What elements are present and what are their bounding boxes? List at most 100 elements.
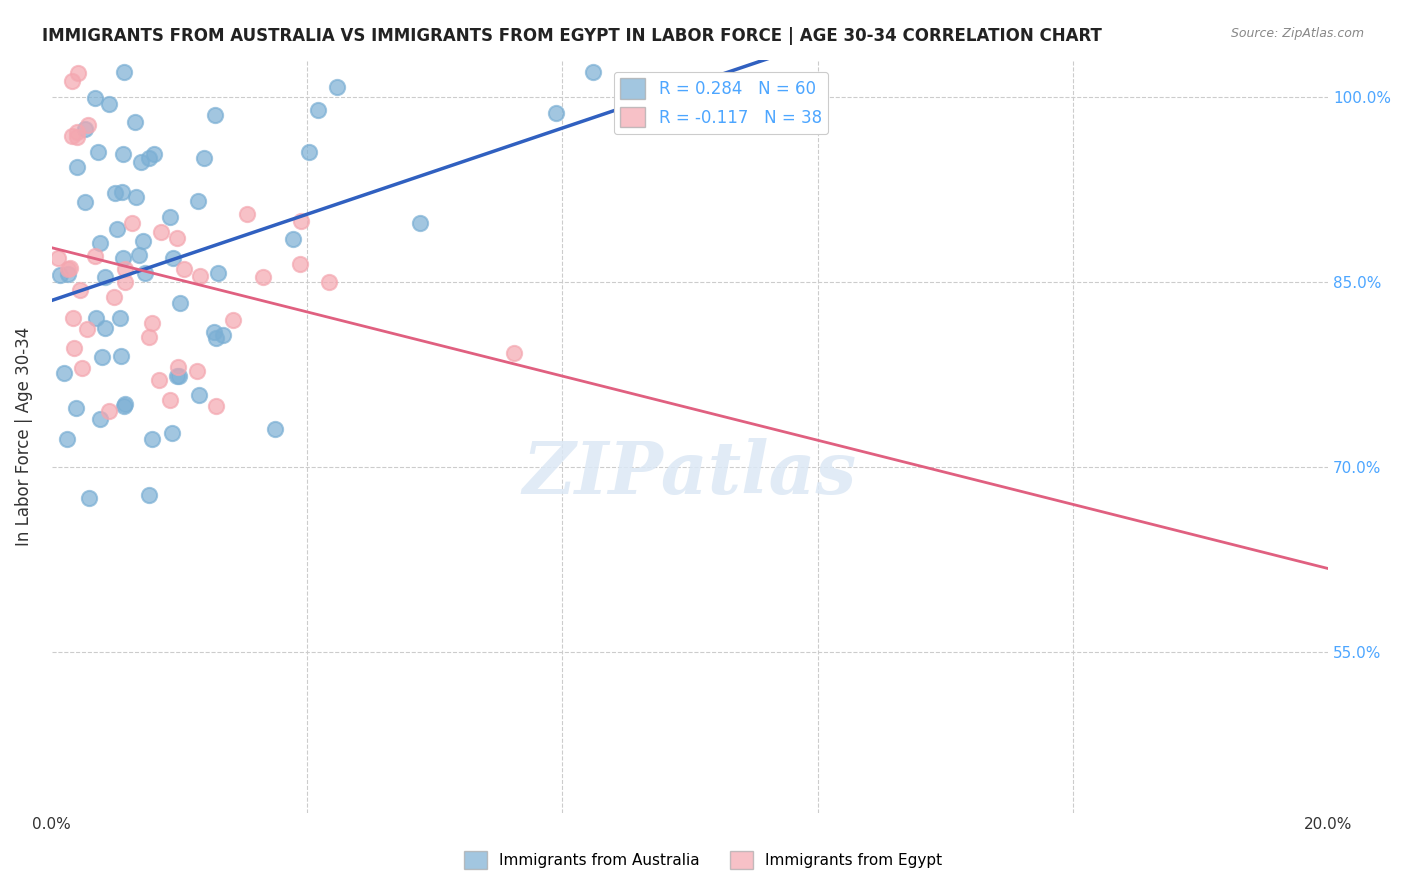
Point	[138, 488, 160, 502]
Point	[94, 270, 117, 285]
Point	[288, 257, 311, 271]
Point	[111, 186, 134, 200]
Point	[67, 66, 90, 80]
Legend: R = 0.284   N = 60, R = -0.117   N = 38: R = 0.284 N = 60, R = -0.117 N = 38	[613, 71, 828, 134]
Point	[73, 122, 96, 136]
Point	[46, 251, 69, 265]
Point	[204, 108, 226, 122]
Point	[89, 236, 111, 251]
Point	[252, 270, 274, 285]
Point	[76, 322, 98, 336]
Point	[582, 65, 605, 79]
Point	[111, 147, 134, 161]
Point	[90, 350, 112, 364]
Point	[166, 369, 188, 384]
Text: IMMIGRANTS FROM AUSTRALIA VS IMMIGRANTS FROM EGYPT IN LABOR FORCE | AGE 30-34 CO: IMMIGRANTS FROM AUSTRALIA VS IMMIGRANTS …	[42, 27, 1102, 45]
Point	[128, 247, 150, 261]
Point	[307, 103, 329, 118]
Point	[56, 267, 79, 281]
Point	[121, 216, 143, 230]
Point	[167, 368, 190, 383]
Point	[193, 151, 215, 165]
Point	[103, 290, 125, 304]
Point	[66, 125, 89, 139]
Point	[159, 211, 181, 225]
Point	[150, 225, 173, 239]
Point	[134, 266, 156, 280]
Point	[63, 341, 86, 355]
Point	[77, 491, 100, 505]
Point	[98, 97, 121, 112]
Point	[105, 222, 128, 236]
Point	[73, 195, 96, 210]
Point	[290, 214, 312, 228]
Point	[222, 312, 245, 326]
Point	[205, 331, 228, 345]
Point	[138, 152, 160, 166]
Point	[94, 320, 117, 334]
Text: Source: ZipAtlas.com: Source: ZipAtlas.com	[1230, 27, 1364, 40]
Point	[141, 316, 163, 330]
Point	[66, 129, 89, 144]
Point	[297, 145, 319, 160]
Point	[89, 412, 111, 426]
Point	[69, 283, 91, 297]
Point	[114, 262, 136, 277]
Point	[66, 160, 89, 174]
Point	[124, 115, 146, 129]
Point	[132, 234, 155, 248]
Point	[84, 249, 107, 263]
Point	[188, 388, 211, 402]
Point	[202, 325, 225, 339]
Point	[114, 275, 136, 289]
Point	[83, 91, 105, 105]
Point	[112, 65, 135, 79]
Point	[60, 128, 83, 143]
Point	[326, 79, 349, 94]
Point	[159, 393, 181, 408]
Point	[187, 194, 209, 208]
Point	[148, 373, 170, 387]
Point	[112, 399, 135, 413]
Point	[162, 251, 184, 265]
Point	[56, 432, 79, 446]
Point	[129, 154, 152, 169]
Point	[60, 74, 83, 88]
Point	[204, 399, 226, 413]
Point	[104, 186, 127, 201]
Point	[318, 275, 340, 289]
Point	[143, 146, 166, 161]
Point	[138, 330, 160, 344]
Point	[114, 397, 136, 411]
Point	[162, 425, 184, 440]
Point	[169, 295, 191, 310]
Point	[409, 216, 432, 230]
Point	[264, 422, 287, 436]
Point	[72, 361, 94, 376]
Text: ZIPatlas: ZIPatlas	[523, 438, 858, 509]
Point	[111, 251, 134, 265]
Point	[211, 328, 233, 343]
Point	[188, 269, 211, 284]
Point	[48, 268, 70, 282]
Point	[62, 310, 84, 325]
Point	[97, 404, 120, 418]
Point	[236, 207, 259, 221]
Point	[110, 349, 132, 363]
Point	[59, 260, 82, 275]
Point	[53, 366, 76, 380]
Point	[283, 232, 305, 246]
Point	[56, 261, 79, 276]
Point	[502, 345, 524, 359]
Point	[77, 118, 100, 132]
Point	[84, 311, 107, 326]
Legend: Immigrants from Australia, Immigrants from Egypt: Immigrants from Australia, Immigrants fr…	[457, 845, 949, 875]
Point	[173, 261, 195, 276]
Point	[65, 401, 87, 415]
Point	[108, 311, 131, 326]
Point	[141, 432, 163, 446]
Y-axis label: In Labor Force | Age 30-34: In Labor Force | Age 30-34	[15, 326, 32, 546]
Point	[166, 231, 188, 245]
Point	[87, 145, 110, 159]
Point	[544, 105, 567, 120]
